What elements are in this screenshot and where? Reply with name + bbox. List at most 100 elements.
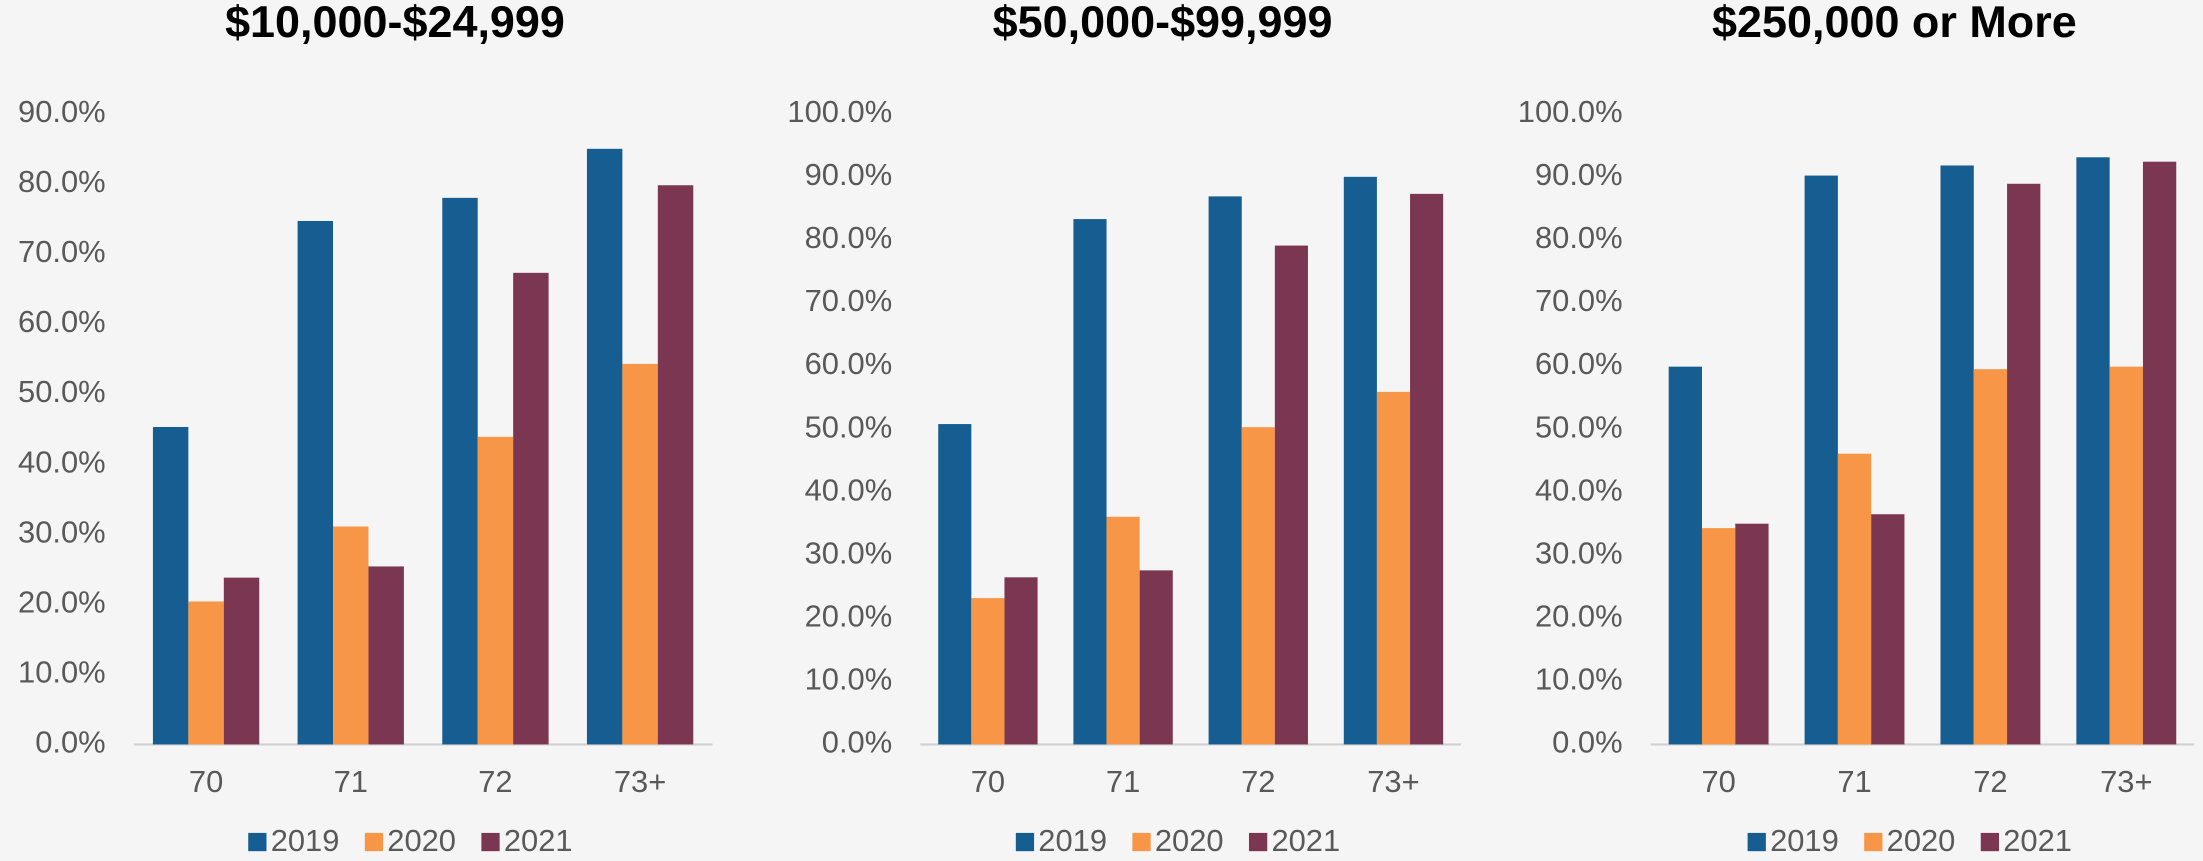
x-tick-label: 72 <box>1241 764 1275 799</box>
bar <box>1004 577 1038 745</box>
x-tick-label: 72 <box>478 764 512 799</box>
bar <box>1973 369 2008 745</box>
y-tick-label: 50.0% <box>18 374 106 409</box>
bar <box>2007 183 2041 745</box>
bar <box>1376 391 1411 745</box>
y-tick-label: 0.0% <box>35 725 105 760</box>
legend-swatch <box>1747 832 1766 852</box>
y-tick-label: 0.0% <box>822 725 892 760</box>
legend-swatch <box>1980 832 2000 852</box>
y-tick-label: 30.0% <box>1535 535 1623 570</box>
bar <box>2109 366 2143 745</box>
chart-title: $250,000 or More <box>1712 0 2077 47</box>
bar <box>152 426 189 745</box>
bar <box>1410 193 1444 745</box>
y-tick-label: 100.0% <box>787 94 892 129</box>
bar <box>1139 570 1173 745</box>
y-tick-label: 60.0% <box>18 304 106 339</box>
y-tick-label: 0.0% <box>1552 725 1622 760</box>
bar <box>1274 245 1308 745</box>
legend-label: 2019 <box>1038 823 1107 858</box>
legend-swatch <box>248 832 267 852</box>
bar <box>1701 528 1736 745</box>
x-tick-label: 73+ <box>1367 764 1419 799</box>
bar <box>513 272 549 745</box>
bar <box>657 185 694 745</box>
chart-title: $10,000-$24,999 <box>225 0 565 47</box>
bar <box>368 566 404 745</box>
bar <box>938 424 972 745</box>
y-tick-label: 10.0% <box>18 655 106 690</box>
y-tick-label: 70.0% <box>1535 283 1623 318</box>
bar <box>586 148 623 745</box>
bar <box>2076 157 2110 745</box>
x-tick-label: 71 <box>334 764 368 799</box>
y-tick-label: 30.0% <box>805 535 893 570</box>
bar <box>1871 514 1905 745</box>
y-tick-label: 20.0% <box>1535 598 1623 633</box>
x-tick-label: 73+ <box>614 764 666 799</box>
y-tick-label: 50.0% <box>1535 409 1623 444</box>
legend-label: 2021 <box>1271 823 1340 858</box>
bar <box>1940 165 1974 745</box>
x-tick-label: 70 <box>189 764 223 799</box>
legend-label: 2019 <box>1770 823 1839 858</box>
bar <box>1241 427 1275 745</box>
x-tick-label: 71 <box>1106 764 1140 799</box>
y-tick-label: 30.0% <box>18 514 106 549</box>
bar <box>297 220 334 745</box>
y-tick-label: 80.0% <box>1535 220 1623 255</box>
x-tick-label: 71 <box>1837 764 1871 799</box>
y-tick-label: 60.0% <box>805 346 893 381</box>
bar <box>1106 516 1140 745</box>
bar <box>1343 176 1377 745</box>
legend-label: 2020 <box>387 823 456 858</box>
bar <box>333 526 369 745</box>
y-tick-label: 50.0% <box>805 409 893 444</box>
y-tick-label: 90.0% <box>805 157 893 192</box>
y-tick-label: 20.0% <box>18 584 106 619</box>
legend-swatch <box>1248 832 1268 852</box>
legend-swatch <box>364 832 384 852</box>
legend-label: 2021 <box>2003 823 2072 858</box>
y-tick-label: 80.0% <box>18 164 106 199</box>
y-tick-label: 40.0% <box>18 444 106 479</box>
legend-swatch <box>1864 832 1883 852</box>
bar <box>1804 175 1838 745</box>
y-tick-label: 40.0% <box>805 472 893 507</box>
y-tick-label: 90.0% <box>18 94 106 129</box>
bar <box>971 598 1005 745</box>
y-tick-label: 20.0% <box>805 598 893 633</box>
legend-label: 2021 <box>504 823 573 858</box>
x-tick-label: 70 <box>1701 764 1735 799</box>
bar <box>1735 523 1769 745</box>
y-tick-label: 70.0% <box>805 283 893 318</box>
legend-swatch <box>1015 832 1035 852</box>
bar <box>442 197 478 745</box>
legend-label: 2019 <box>271 823 340 858</box>
legend-swatch <box>481 832 500 852</box>
y-tick-label: 70.0% <box>18 234 106 269</box>
y-tick-label: 10.0% <box>1535 662 1623 697</box>
bar <box>1208 196 1242 745</box>
bar <box>223 577 260 745</box>
y-tick-label: 100.0% <box>1518 94 1623 129</box>
bar <box>477 436 514 745</box>
x-tick-label: 72 <box>1973 764 2007 799</box>
y-tick-label: 10.0% <box>805 662 893 697</box>
bar <box>1837 453 1872 745</box>
y-tick-label: 40.0% <box>1535 472 1623 507</box>
y-tick-label: 60.0% <box>1535 346 1623 381</box>
bar <box>1668 366 1702 745</box>
legend-label: 2020 <box>1155 823 1224 858</box>
x-tick-label: 70 <box>971 764 1005 799</box>
chart-title: $50,000-$99,999 <box>993 0 1333 47</box>
y-tick-label: 90.0% <box>1535 157 1623 192</box>
y-tick-label: 80.0% <box>805 220 893 255</box>
bar <box>188 601 224 745</box>
legend-swatch <box>1132 832 1151 852</box>
legend-label: 2020 <box>1887 823 1956 858</box>
bar <box>1073 219 1107 745</box>
x-tick-label: 73+ <box>2100 764 2152 799</box>
